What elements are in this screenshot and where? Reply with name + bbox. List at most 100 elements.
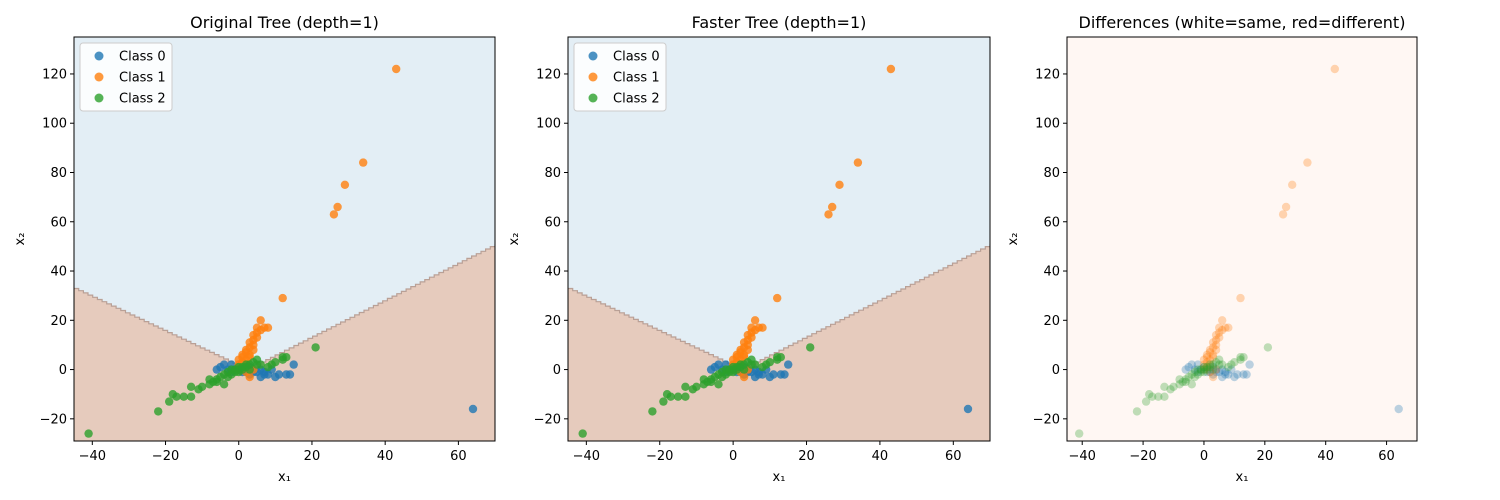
data-point (311, 343, 320, 352)
data-point (282, 353, 291, 362)
data-point (1205, 360, 1215, 369)
data-point (1208, 350, 1218, 359)
legend: Class 0 Class 1 Class 2 (79, 42, 173, 112)
x-axis-label: x₁ (773, 470, 786, 485)
data-point (289, 360, 298, 369)
data-point (1160, 382, 1169, 391)
x-tick-label: 40 (872, 449, 889, 464)
y-tick-label: 80 (544, 166, 561, 181)
data-point (1224, 323, 1233, 332)
data-point (1211, 365, 1221, 374)
data-point (706, 365, 716, 374)
data-point (1178, 377, 1187, 387)
data-point (1211, 365, 1221, 374)
y-tick-label: 20 (1043, 314, 1060, 329)
y-axis-label: x₂ (13, 233, 28, 246)
data-point (1218, 372, 1227, 382)
data-point (681, 392, 690, 401)
x-tick-label: 0 (1200, 449, 1208, 464)
y-tick-label: 80 (50, 166, 67, 181)
x-tick-label: 0 (235, 449, 243, 464)
data-point (578, 429, 587, 438)
y-tick-label: 0 (59, 363, 67, 378)
y-tick-label: 120 (536, 67, 561, 82)
data-point (750, 316, 760, 325)
y-tick-label: 100 (42, 117, 67, 132)
y-tick-label: 40 (1043, 265, 1060, 280)
data-point (758, 323, 767, 332)
data-point (1218, 365, 1227, 374)
data-point (1190, 365, 1200, 374)
x-tick-label: 40 (377, 449, 394, 464)
data-point (212, 377, 221, 387)
data-point (692, 382, 701, 391)
x-tick-label: 20 (1257, 449, 1274, 464)
data-point (1211, 330, 1221, 340)
data-point (743, 340, 752, 350)
data-point (1330, 64, 1340, 74)
legend-label: Class 2 (613, 92, 660, 107)
data-point (1181, 365, 1190, 374)
panel-1: −40 −20 0 20 40 60 −20 0 20 40 60 80 100 120 Original … (13, 13, 496, 485)
x-axis-label: x₁ (278, 470, 291, 485)
x-tick-label: −20 (1129, 449, 1156, 464)
x-tick-label: −40 (1068, 449, 1095, 464)
y-tick-label: 60 (50, 215, 67, 230)
data-point (706, 377, 716, 387)
data-point (285, 370, 295, 379)
x-tick-label: −40 (573, 449, 600, 464)
data-point (256, 360, 265, 369)
data-point (773, 293, 782, 303)
y-tick-label: 100 (1035, 117, 1060, 132)
data-point (828, 202, 837, 212)
data-point (1199, 365, 1209, 374)
x-tick-label: 20 (798, 449, 815, 464)
legend-marker (94, 93, 104, 103)
y-tick-label: −20 (534, 412, 561, 427)
data-point (1193, 360, 1203, 369)
plot-area (74, 37, 495, 441)
legend: Class 0 Class 1 Class 2 (573, 42, 667, 112)
data-point (1208, 365, 1218, 374)
data-point (835, 180, 844, 189)
data-point (1141, 397, 1151, 406)
data-point (1215, 328, 1224, 337)
series-class-2 (84, 343, 320, 438)
x-tick-label: 20 (304, 449, 321, 464)
data-point (963, 404, 973, 414)
y-tick-label: −20 (40, 412, 67, 427)
data-point (1288, 180, 1297, 189)
data-point (1281, 202, 1291, 212)
y-tick-label: 120 (42, 67, 67, 82)
y-axis-label: x₂ (1006, 233, 1021, 246)
data-point (750, 360, 760, 369)
data-point (1190, 367, 1200, 377)
data-point (172, 392, 181, 401)
data-point (681, 382, 690, 391)
data-point (1075, 429, 1084, 438)
data-point (260, 370, 269, 379)
data-point (1148, 392, 1157, 401)
data-point (468, 404, 478, 414)
data-point (1208, 370, 1218, 379)
legend-marker (94, 51, 104, 61)
y-tick-label: 20 (544, 314, 561, 329)
x-tick-label: 60 (1378, 449, 1395, 464)
x-tick-label: 0 (729, 449, 737, 464)
data-point (165, 397, 174, 406)
data-point (1263, 343, 1273, 352)
data-point (1205, 362, 1215, 372)
data-point (1211, 358, 1221, 367)
data-point (1215, 360, 1224, 369)
data-point (1215, 333, 1224, 342)
y-tick-label: 20 (50, 314, 67, 329)
plot-area (1067, 37, 1417, 441)
data-point (1205, 360, 1215, 369)
data-point (1193, 367, 1203, 377)
data-point (1205, 348, 1215, 357)
data-point (1233, 370, 1242, 379)
data-point (1218, 316, 1227, 325)
data-point (1394, 404, 1403, 414)
data-point (1169, 382, 1178, 391)
x-tick-label: −40 (79, 449, 106, 464)
